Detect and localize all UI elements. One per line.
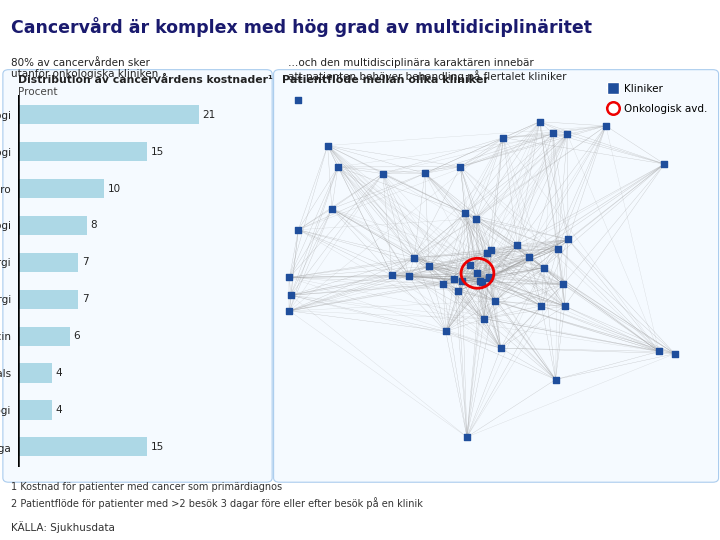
Point (498, 133, 509, 142)
Bar (18, 327, 70, 346)
Point (440, 327, 451, 336)
Point (408, 253, 420, 262)
Legend: Kliniker, Onkologisk avd.: Kliniker, Onkologisk avd. (606, 84, 708, 114)
Point (536, 301, 547, 310)
Bar (18, 253, 78, 272)
Bar (18, 216, 87, 235)
Text: 4: 4 (56, 368, 63, 378)
Point (653, 347, 665, 356)
Point (461, 433, 472, 441)
Point (562, 130, 573, 139)
Point (559, 302, 570, 310)
Point (550, 375, 562, 384)
Point (455, 163, 467, 171)
Point (669, 349, 680, 358)
Text: KÄLLA: Sjukhusdata: KÄLLA: Sjukhusdata (11, 521, 114, 533)
Point (464, 261, 476, 269)
Text: Distribution av cancervårdens kostnader¹: Distribution av cancervårdens kostnader¹ (18, 75, 273, 85)
Text: 7: 7 (82, 258, 89, 267)
Text: 1 Kostnad för patienter med cancer som primärdiagnos: 1 Kostnad för patienter med cancer som p… (11, 482, 282, 492)
Text: 6: 6 (73, 331, 80, 341)
Text: Procent: Procent (18, 87, 58, 98)
Point (377, 170, 389, 178)
Point (284, 307, 295, 315)
Point (485, 246, 497, 254)
Bar (18, 437, 147, 456)
Text: 7: 7 (82, 294, 89, 304)
Text: 8: 8 (91, 220, 97, 231)
Point (482, 249, 493, 258)
Point (332, 163, 343, 171)
Point (285, 291, 297, 300)
Bar (18, 363, 53, 383)
Bar (18, 289, 78, 309)
Point (449, 275, 460, 284)
Point (523, 253, 535, 262)
Point (326, 205, 338, 213)
Point (477, 278, 488, 286)
Point (474, 277, 486, 286)
Point (423, 262, 435, 271)
Point (534, 117, 546, 126)
Text: …och den multidisciplinära karaktären innebär
att patienten behöver behandling p: …och den multidisciplinära karaktären in… (288, 58, 567, 82)
Text: 80% av cancervården sker
utanför onkologiska kliniken…: 80% av cancervården sker utanför onkolog… (11, 58, 168, 79)
Text: 4: 4 (56, 405, 63, 415)
Text: 10: 10 (107, 184, 121, 193)
Point (459, 209, 471, 218)
Point (472, 269, 483, 278)
Text: Patientflöde mellan olika kliniker: Patientflöde mellan olika kliniker (282, 75, 489, 85)
Text: 21: 21 (202, 110, 215, 120)
Point (512, 241, 523, 249)
Point (284, 273, 295, 282)
Point (478, 314, 490, 323)
Point (322, 141, 333, 150)
Point (419, 169, 431, 178)
Point (387, 271, 398, 280)
Text: 15: 15 (150, 442, 164, 452)
Text: Cancervård är komplex med hög grad av multidiciplinäritet: Cancervård är komplex med hög grad av mu… (11, 17, 592, 37)
Point (600, 122, 611, 130)
Point (483, 274, 495, 282)
Point (437, 279, 449, 288)
Point (292, 96, 304, 104)
Bar (18, 179, 104, 198)
Point (562, 235, 574, 244)
Point (552, 245, 564, 253)
Text: 2 Patientflöde för patienter med >2 besök 3 dagar före eller efter besök på en k: 2 Patientflöde för patienter med >2 besö… (11, 497, 423, 509)
Point (292, 225, 304, 234)
Point (456, 276, 468, 285)
Bar (18, 400, 53, 420)
Point (547, 129, 559, 138)
Point (489, 296, 500, 305)
Point (538, 264, 549, 272)
Point (557, 280, 569, 289)
Bar (18, 142, 147, 161)
Point (452, 287, 464, 295)
Text: 15: 15 (150, 147, 164, 157)
Point (403, 272, 415, 280)
Point (659, 160, 670, 168)
Point (495, 344, 506, 353)
Bar (18, 105, 199, 124)
Point (470, 214, 482, 223)
Point (484, 273, 495, 281)
